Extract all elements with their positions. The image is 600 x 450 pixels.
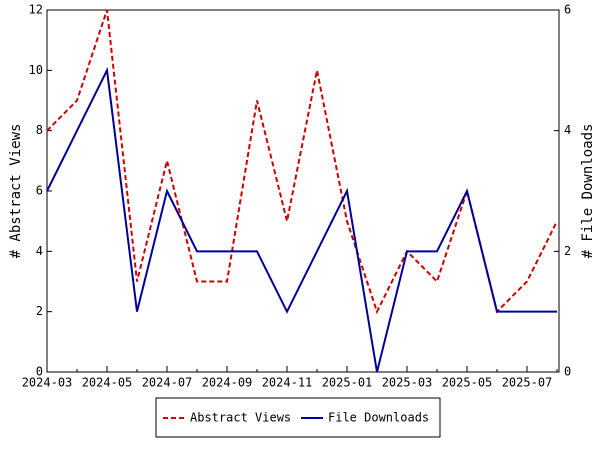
y2-tick-label: 0 [564, 365, 571, 379]
y2-axis-label: # File Downloads [580, 124, 596, 259]
series-line [46, 9, 558, 315]
y2-tick-label: 6 [564, 3, 571, 17]
legend [155, 397, 441, 438]
y-tick-label: 0 [36, 365, 43, 379]
x-tick-label: 2025-05 [442, 376, 493, 390]
y-tick-label: 10 [29, 63, 43, 77]
series-line [46, 66, 557, 373]
y-tick-label: 6 [36, 184, 43, 198]
legend-label: File Downloads [328, 411, 429, 425]
x-tick-label: 2024-07 [142, 376, 193, 390]
x-tick-label: 2024-03 [22, 376, 73, 390]
x-tick-label: 2024-09 [202, 376, 253, 390]
y-tick-label: 2 [36, 304, 43, 318]
legend-label: Abstract Views [190, 411, 291, 425]
y2-tick-label: 2 [564, 244, 571, 258]
plot-frame [46, 9, 560, 373]
x-tick-label: 2025-01 [322, 376, 373, 390]
y-tick-label: 8 [36, 123, 43, 137]
x-tick-label: 2025-07 [502, 376, 553, 390]
y-axis-label: # Abstract Views [8, 124, 24, 259]
y-tick-label: 12 [29, 3, 43, 17]
y2-tick-label: 4 [564, 123, 571, 137]
x-tick-label: 2025-03 [382, 376, 433, 390]
y-tick-label: 4 [36, 244, 43, 258]
x-tick-label: 2024-05 [82, 376, 133, 390]
x-tick-label: 2024-11 [262, 376, 313, 390]
